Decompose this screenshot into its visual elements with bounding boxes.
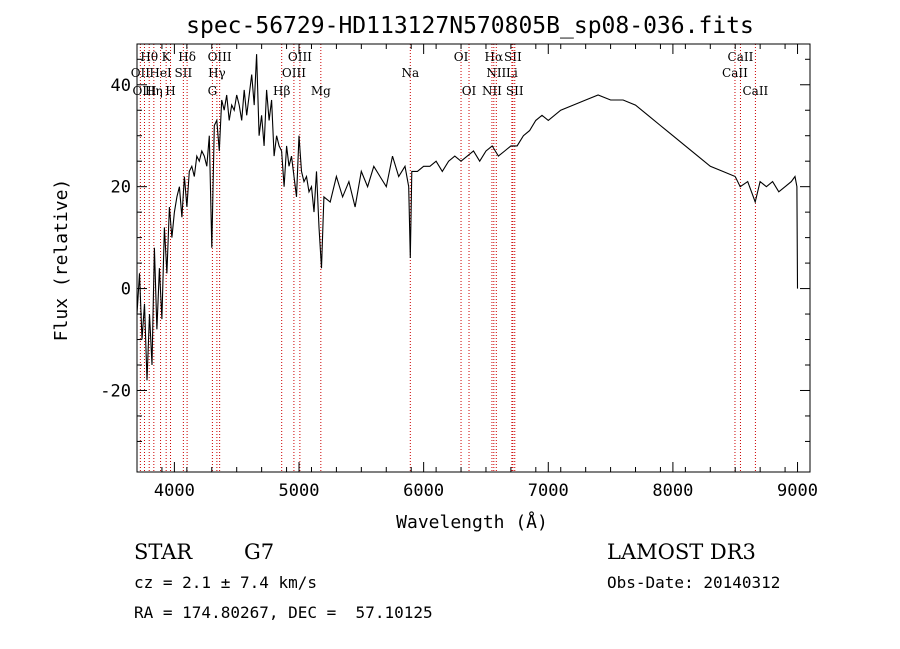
y-tick-label: 40 [111, 76, 131, 96]
line-marker-label: NII [486, 66, 506, 80]
x-tick-label: 8000 [652, 481, 693, 501]
chart-title: spec-56729-HD113127N570805B_sp08-036.fit… [186, 13, 754, 39]
line-marker-label: Hδ [178, 50, 196, 64]
line-marker-label: Na [401, 66, 419, 80]
line-marker-label: H [165, 84, 175, 98]
subclass-label: G7 [244, 540, 275, 564]
line-marker-label: SII [506, 84, 524, 98]
y-tick-label: 0 [121, 280, 131, 300]
radec-text: RA = 174.80267, DEC = 57.10125 [134, 603, 433, 622]
line-marker-label: G [208, 84, 218, 98]
line-marker-label: HeI [149, 66, 172, 80]
x-axis-label: Wavelength (Å) [396, 511, 548, 533]
plot-frame [136, 43, 811, 473]
line-marker-label: Li [506, 66, 518, 80]
x-tick-label: 9000 [777, 481, 818, 501]
x-tick-label: 7000 [528, 481, 569, 501]
line-marker-label: SII [175, 66, 193, 80]
line-marker-label: Hθ [140, 50, 158, 64]
line-marker-label: OII [131, 66, 151, 80]
line-marker-label: OI [462, 84, 477, 98]
obs-date-text: Obs-Date: 20140312 [607, 573, 781, 592]
line-marker-label: OIII [208, 50, 232, 64]
line-marker-label: OIII [282, 66, 306, 80]
line-marker-label: CaII [728, 50, 754, 64]
line-marker-label: NII [482, 84, 502, 98]
line-marker-label: SII [504, 50, 522, 64]
line-marker-label: OIII [288, 50, 312, 64]
line-marker-label: Hη [145, 84, 163, 98]
survey-label: LAMOST DR3 [607, 540, 756, 564]
x-tick-label: 4000 [154, 481, 195, 501]
x-tick-label: 5000 [279, 481, 320, 501]
line-markers: Hθ OII OIII K HeI Hη H Hδ SII OIII Hγ G OIII OIII Hβ Mg… [131, 44, 769, 472]
spectrum-line [136, 54, 799, 381]
line-marker-label: CaII [722, 66, 748, 80]
cz-text: cz = 2.1 ± 7.4 km/s [134, 573, 318, 592]
line-marker-label: Mg [311, 84, 331, 98]
line-marker-label: Hγ [208, 66, 226, 80]
line-marker-label: CaII [742, 84, 768, 98]
axis-ticks: 4000 5000 6000 7000 8000 9000 -20 0 20 40 [100, 44, 818, 501]
line-marker-label: OIII [132, 84, 156, 98]
line-marker-label: OI [454, 50, 469, 64]
line-marker-label: Hβ [273, 84, 290, 98]
y-axis-label: Flux (relative) [51, 179, 72, 342]
x-tick-label: 6000 [403, 481, 444, 501]
class-label: STAR [134, 540, 193, 564]
y-tick-label: 20 [111, 178, 131, 198]
line-marker-label: Hα [485, 50, 504, 64]
y-tick-label: -20 [100, 381, 131, 401]
line-marker-label: K [162, 50, 172, 64]
